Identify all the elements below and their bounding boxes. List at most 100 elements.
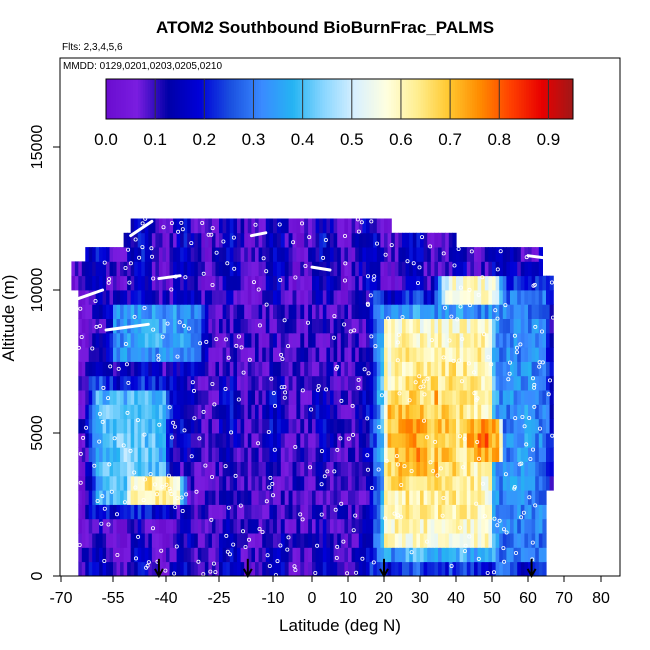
colorbar-segment bbox=[324, 79, 328, 119]
heatmap-cell bbox=[484, 347, 489, 362]
colorbar-segment bbox=[514, 79, 517, 119]
heatmap-cell bbox=[296, 290, 301, 305]
colorbar-segment bbox=[287, 79, 291, 119]
heatmap-cell bbox=[441, 533, 446, 548]
colorbar-segment bbox=[108, 79, 112, 119]
heatmap-cell bbox=[387, 404, 392, 420]
heatmap-cell bbox=[300, 290, 305, 305]
sample-marker bbox=[519, 515, 524, 520]
heatmap-cell bbox=[420, 547, 425, 563]
heatmap-cell bbox=[166, 547, 171, 563]
sample-marker bbox=[440, 513, 445, 518]
heatmap-cell bbox=[211, 461, 217, 477]
heatmap-cell bbox=[88, 533, 93, 548]
heatmap-cell bbox=[423, 390, 428, 405]
sample-marker bbox=[282, 395, 287, 400]
heatmap-cell bbox=[240, 347, 245, 362]
heatmap-cell bbox=[262, 504, 267, 520]
heatmap-cell bbox=[300, 547, 305, 563]
heatmap-cell bbox=[244, 504, 249, 520]
heatmap-cell bbox=[258, 547, 263, 563]
heatmap-cell bbox=[322, 290, 327, 305]
heatmap-cell bbox=[542, 504, 547, 520]
sample-marker bbox=[319, 482, 324, 487]
heatmap-cell bbox=[269, 290, 274, 305]
heatmap-cell bbox=[284, 275, 290, 291]
heatmap-cell bbox=[155, 332, 160, 348]
heatmap-cell bbox=[319, 418, 324, 434]
heatmap-cell bbox=[402, 504, 407, 520]
heatmap-cell bbox=[222, 390, 227, 405]
heatmap-cell bbox=[123, 533, 128, 548]
heatmap-cell bbox=[448, 447, 453, 462]
heatmap-cell bbox=[438, 447, 443, 462]
colorbar-segment bbox=[187, 79, 191, 119]
heatmap-cell bbox=[300, 404, 305, 420]
heatmap-cell bbox=[506, 247, 511, 262]
sample-marker bbox=[365, 467, 370, 472]
heatmap-cell bbox=[340, 247, 345, 262]
heatmap-cell bbox=[187, 347, 192, 362]
heatmap-cell bbox=[219, 461, 224, 477]
heatmap-cell bbox=[269, 433, 274, 448]
heatmap-cell bbox=[106, 490, 111, 505]
heatmap-cell bbox=[229, 375, 234, 391]
heatmap-cell bbox=[513, 404, 518, 420]
sample-marker bbox=[476, 292, 481, 297]
heatmap-cell bbox=[463, 247, 468, 262]
colorbar-segment bbox=[457, 79, 461, 119]
heatmap-cell bbox=[337, 361, 342, 377]
sample-marker bbox=[234, 343, 239, 348]
heatmap-cell bbox=[391, 433, 396, 448]
heatmap-cell bbox=[308, 232, 313, 248]
heatmap-cell bbox=[445, 304, 450, 319]
heatmap-cell bbox=[488, 361, 493, 377]
sample-marker bbox=[231, 542, 236, 547]
sample-marker bbox=[395, 462, 400, 467]
sample-marker bbox=[231, 235, 236, 240]
heatmap-cell bbox=[92, 547, 97, 563]
sample-marker bbox=[123, 341, 128, 346]
sample-marker bbox=[149, 246, 154, 251]
heatmap-cell bbox=[233, 375, 238, 391]
heatmap-cell bbox=[351, 404, 356, 420]
heatmap-cell bbox=[448, 461, 453, 477]
heatmap-cell bbox=[247, 218, 252, 234]
sample-marker bbox=[417, 265, 422, 270]
heatmap-cell bbox=[373, 561, 378, 576]
flights-note: Flts: 2,3,4,5,6 bbox=[62, 42, 123, 53]
heatmap-cell bbox=[113, 518, 118, 534]
heatmap-cell bbox=[441, 247, 446, 262]
sample-marker bbox=[210, 282, 215, 287]
heatmap-cell bbox=[204, 490, 209, 505]
heatmap-cell bbox=[190, 218, 195, 234]
x-axis-label: Latitude (deg N) bbox=[279, 616, 401, 635]
heatmap-cell bbox=[120, 375, 125, 391]
heatmap-cell bbox=[222, 475, 227, 491]
heatmap-cell bbox=[123, 232, 128, 248]
heatmap-cell bbox=[166, 261, 171, 277]
heatmap-cell bbox=[127, 304, 132, 319]
sample-marker bbox=[239, 345, 244, 350]
heatmap-cell bbox=[376, 232, 381, 248]
heatmap-cell bbox=[262, 375, 267, 391]
heatmap-cell bbox=[387, 533, 392, 548]
heatmap-cell bbox=[300, 490, 305, 505]
heatmap-cell bbox=[445, 490, 450, 505]
sample-marker bbox=[152, 482, 157, 487]
heatmap-cell bbox=[434, 261, 439, 277]
heatmap-cell bbox=[187, 504, 192, 520]
heatmap-cell bbox=[247, 404, 252, 420]
heatmap-cell bbox=[237, 290, 242, 305]
heatmap-cell bbox=[233, 361, 238, 377]
heatmap-cell bbox=[258, 533, 263, 548]
heatmap-cell bbox=[319, 561, 324, 576]
heatmap-cell bbox=[123, 418, 128, 434]
sample-marker bbox=[324, 387, 329, 392]
heatmap-cell bbox=[81, 318, 86, 334]
heatmap-cell bbox=[273, 418, 278, 434]
heatmap-cell bbox=[405, 232, 410, 248]
sample-marker bbox=[360, 556, 365, 561]
heatmap-cell bbox=[194, 433, 199, 448]
heatmap-cell bbox=[416, 533, 421, 548]
